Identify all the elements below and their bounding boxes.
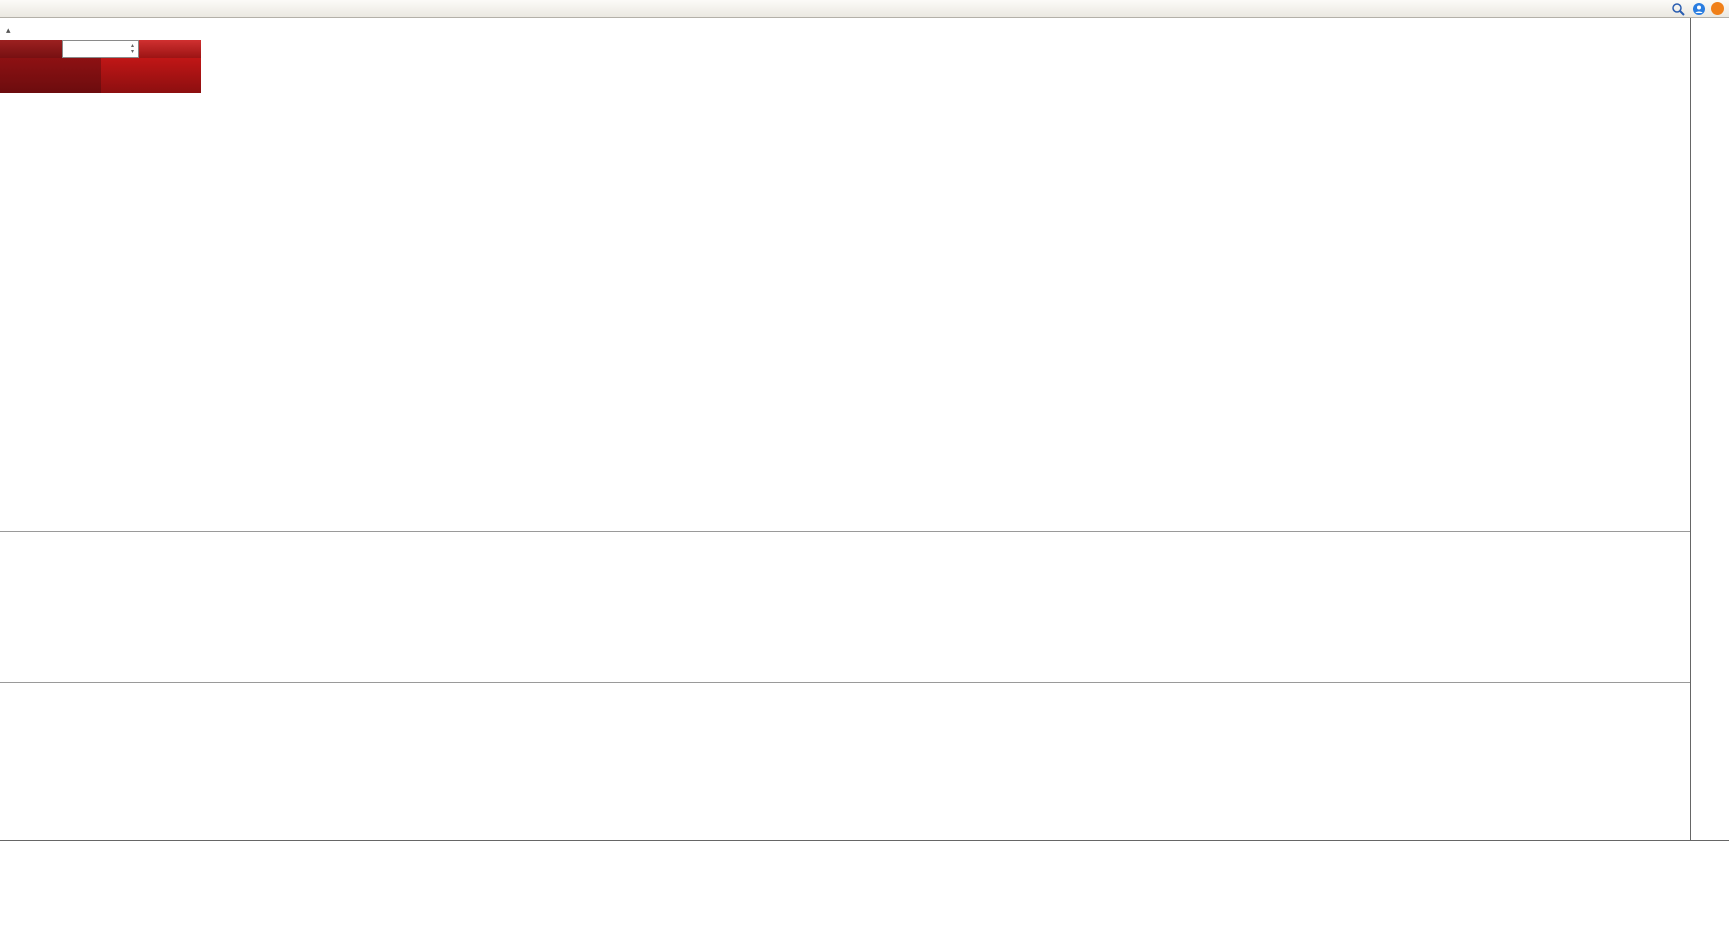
community-icon[interactable] bbox=[1690, 1, 1707, 17]
buy-price-button[interactable] bbox=[100, 58, 201, 93]
buy-button[interactable] bbox=[139, 40, 201, 58]
one-click-trading-panel: ▴ ▾ bbox=[0, 40, 201, 93]
sell-price-button[interactable] bbox=[0, 58, 101, 93]
search-icon[interactable] bbox=[1669, 1, 1686, 17]
volume-field[interactable]: ▴ ▾ bbox=[62, 40, 139, 58]
toolbar-right bbox=[1669, 1, 1726, 17]
panel-separator[interactable] bbox=[0, 682, 1729, 683]
toolbar bbox=[0, 0, 1729, 18]
sell-button[interactable] bbox=[0, 40, 62, 58]
chart-canvas[interactable] bbox=[0, 0, 1690, 862]
time-axis[interactable] bbox=[0, 840, 1729, 861]
volume-stepper[interactable]: ▴ ▾ bbox=[130, 43, 134, 55]
price-axis[interactable] bbox=[1690, 18, 1729, 840]
panel-separator[interactable] bbox=[0, 531, 1729, 532]
notification-badge[interactable] bbox=[1711, 2, 1724, 15]
chart-marker-icon: ▴ bbox=[6, 25, 11, 35]
chart-title: ▴ bbox=[6, 25, 15, 36]
